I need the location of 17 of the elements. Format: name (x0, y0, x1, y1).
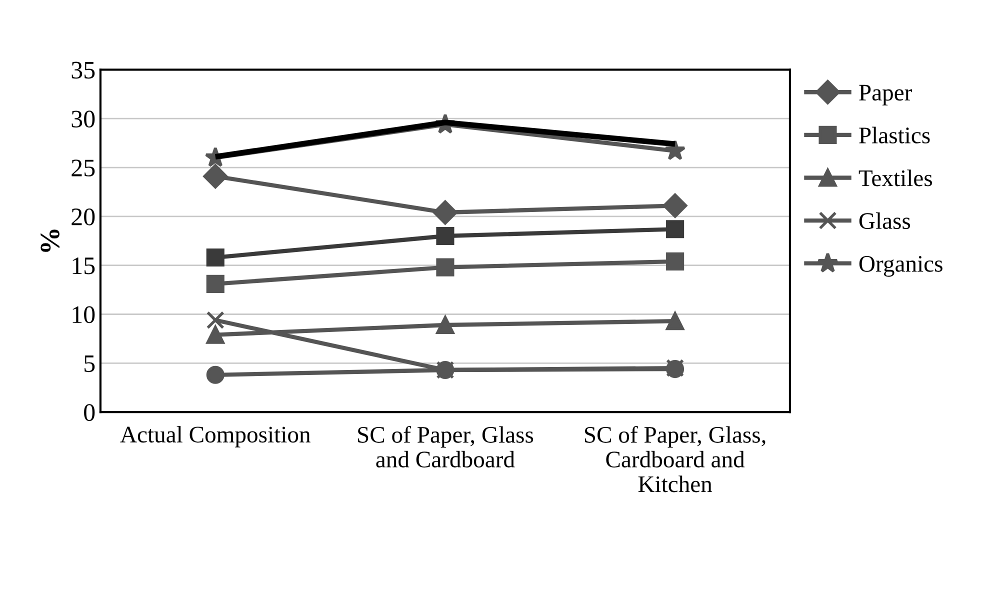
y-tick-label: 0 (84, 404, 95, 421)
y-tick-label: 35 (72, 62, 95, 79)
y-tick-label: 25 (72, 160, 95, 176)
y-axis-title: % (40, 230, 60, 252)
y-tick-label: 10 (72, 306, 95, 324)
legend-label: Textiles (858, 170, 932, 186)
y-tick-label: 20 (72, 208, 95, 226)
legend-label: Paper (859, 84, 912, 106)
legend-label: Organics (859, 256, 942, 277)
y-tick-label: 30 (72, 110, 95, 128)
x-tick-label: Actual Composition (120, 426, 310, 448)
y-tick-label: 5 (84, 355, 95, 372)
legend-label: Glass (859, 212, 910, 230)
legend-label: Plastics (859, 126, 930, 144)
y-tick-label: 15 (72, 258, 95, 274)
x-tick-label: SC of Paper, Glass and Cardboard (358, 426, 534, 468)
x-tick-label: SC of Paper, Glass, Cardboard and Kitchen (584, 426, 766, 492)
